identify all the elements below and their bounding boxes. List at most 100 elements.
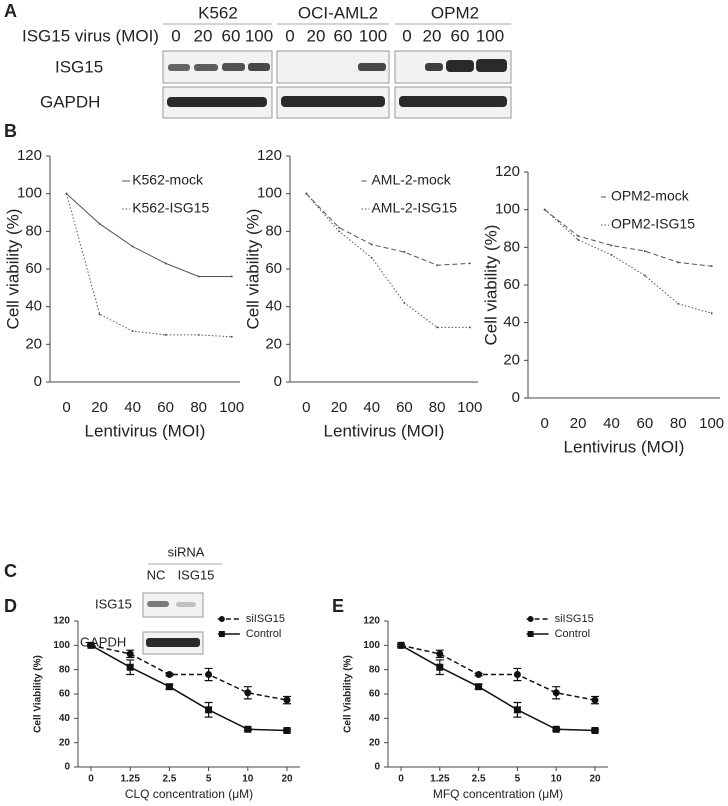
marker (165, 671, 173, 679)
x-tick-label: 10 (551, 774, 563, 785)
marker (131, 330, 134, 333)
x-tick-label: 40 (603, 415, 620, 432)
y-tick-label: 120 (257, 147, 282, 164)
x-tick-label: 20 (331, 399, 348, 416)
x-tick-label: 80 (670, 415, 687, 432)
marker (87, 641, 95, 649)
marker (436, 650, 444, 658)
marker (370, 243, 373, 246)
cell-line: K562 (198, 3, 238, 22)
y-tick-label: 80 (369, 664, 381, 675)
band (147, 601, 169, 607)
x-tick-label: 20 (570, 415, 587, 432)
marker (643, 274, 646, 277)
marker (513, 706, 521, 714)
x-tick-label: 60 (396, 399, 413, 416)
marker (677, 261, 680, 264)
marker (338, 226, 341, 229)
x-tick-label: 5 (515, 774, 521, 785)
series-line (90, 644, 288, 732)
marker (244, 725, 252, 733)
marker (436, 663, 444, 671)
y-tick-label: 120 (17, 147, 42, 164)
marker (468, 326, 471, 329)
y-axis-label: Cell viability (%) (481, 225, 500, 346)
lane-label: 60 (334, 26, 353, 45)
y-tick-label: 0 (64, 762, 70, 773)
marker (577, 238, 580, 241)
lane-label: ISG15 (178, 567, 215, 582)
y-tick-label: 120 (53, 616, 70, 627)
x-tick-label: 5 (206, 774, 212, 785)
y-tick-label: 120 (495, 163, 520, 180)
x-tick-label: 100 (219, 399, 244, 416)
lane-label: 100 (245, 26, 273, 45)
x-tick-label: 0 (62, 399, 70, 416)
blot-label: ISG15 (55, 57, 103, 76)
marker (403, 301, 406, 304)
marker (475, 683, 483, 691)
y-tick-label: 40 (265, 298, 282, 315)
y-tick-label: 40 (25, 298, 42, 315)
marker (205, 706, 213, 714)
y-axis-label: Cell Viability (%) (343, 655, 354, 733)
y-tick-label: 80 (25, 222, 42, 239)
legend-marker (218, 631, 225, 637)
x-tick-label: 60 (637, 415, 654, 432)
legend-label: OPM2-mock (611, 188, 690, 204)
bands (167, 59, 507, 107)
band (146, 638, 200, 647)
marker (370, 256, 373, 259)
marker (197, 333, 200, 336)
x-tick-label: 40 (363, 399, 380, 416)
y-tick-label: 20 (59, 737, 71, 748)
marker (436, 326, 439, 329)
marker (65, 192, 68, 195)
marker (591, 696, 599, 704)
y-axis-label: Cell viability (%) (3, 209, 22, 330)
legend-label: siISG15 (246, 613, 285, 625)
legend-label: K562-ISG15 (132, 200, 209, 216)
legend-label: OPM2-ISG15 (611, 216, 695, 232)
legend-label: Control (246, 628, 281, 640)
marker (552, 725, 560, 733)
marker (230, 335, 233, 338)
x-tick-label: 0 (398, 774, 404, 785)
legend-marker (218, 616, 225, 622)
marker (710, 265, 713, 268)
y-tick-label: 60 (265, 260, 282, 277)
y-tick-label: 40 (369, 713, 381, 724)
x-tick-label: 20 (589, 774, 601, 785)
y-tick-label: 60 (59, 689, 71, 700)
lane-label: 0 (285, 26, 294, 45)
lane-label: 100 (476, 26, 504, 45)
lane-label: 0 (402, 26, 411, 45)
x-tick-label: 100 (457, 399, 482, 416)
panel-label: E (332, 596, 344, 616)
marker (513, 671, 521, 679)
panel-label: C (4, 561, 17, 581)
y-tick-label: 100 (363, 640, 380, 651)
lane-label: 60 (222, 26, 241, 45)
marker (436, 264, 439, 267)
marker (230, 275, 233, 278)
x-tick-label: 20 (91, 399, 108, 416)
legend-label: AML-2-mock (371, 172, 451, 188)
series-line (400, 644, 596, 732)
legend-label: Control (555, 628, 590, 640)
series-line (66, 193, 232, 338)
marker (591, 727, 599, 734)
y-tick-label: 100 (17, 185, 42, 202)
marker (397, 641, 405, 649)
lane-label: 20 (194, 26, 213, 45)
x-tick-label: 0 (302, 399, 310, 416)
x-tick-label: 100 (699, 415, 724, 432)
y-tick-label: 60 (25, 260, 42, 277)
series-line (400, 644, 596, 701)
sirna-header: siRNA (168, 544, 205, 559)
y-tick-label: 40 (59, 713, 71, 724)
marker (552, 689, 560, 697)
y-tick-label: 80 (265, 222, 282, 239)
y-axis-label: Cell viability (%) (243, 209, 262, 330)
